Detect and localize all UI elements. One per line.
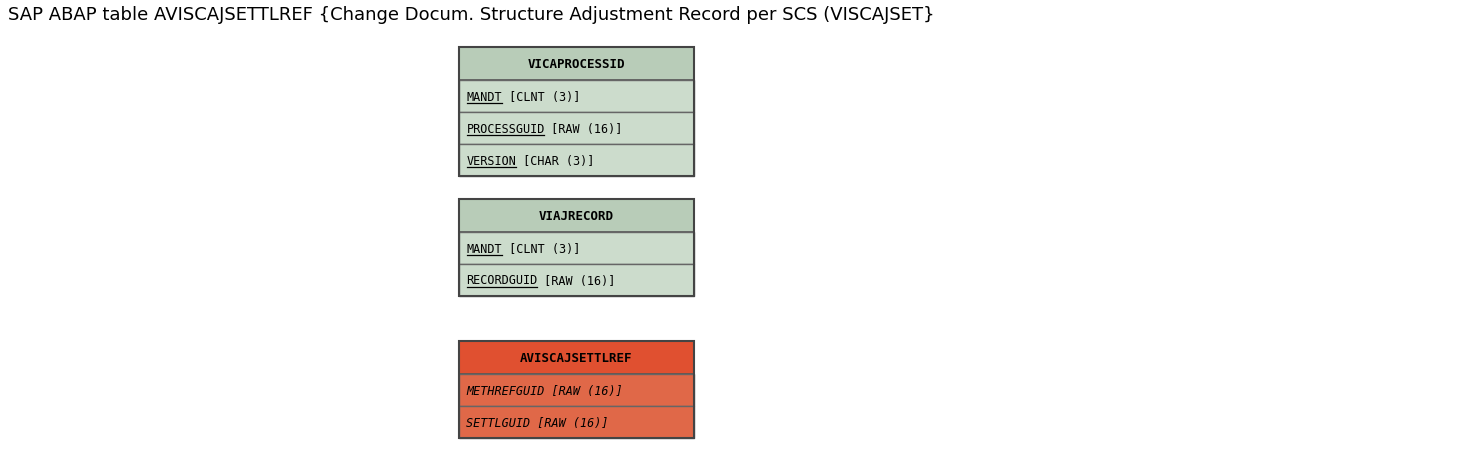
- Bar: [458, 374, 694, 406]
- Text: MANDT: MANDT: [467, 242, 502, 255]
- Bar: [458, 199, 694, 232]
- Bar: [458, 265, 694, 297]
- Bar: [458, 81, 694, 113]
- Text: AVISCAJSETTLREF: AVISCAJSETTLREF: [520, 351, 632, 364]
- Text: [RAW (16)]: [RAW (16)]: [538, 274, 616, 287]
- Bar: [458, 341, 694, 438]
- Text: VERSION: VERSION: [467, 154, 517, 167]
- Text: [CLNT (3)]: [CLNT (3)]: [502, 242, 580, 255]
- Text: METHREFGUID [RAW (16)]: METHREFGUID [RAW (16)]: [467, 384, 623, 397]
- Bar: [458, 341, 694, 374]
- Bar: [458, 48, 694, 177]
- Bar: [458, 145, 694, 177]
- Bar: [458, 232, 694, 265]
- Bar: [458, 406, 694, 438]
- Bar: [458, 199, 694, 297]
- Bar: [458, 113, 694, 145]
- Text: [CLNT (3)]: [CLNT (3)]: [502, 90, 580, 103]
- Text: VICAPROCESSID: VICAPROCESSID: [527, 58, 625, 71]
- Bar: [458, 48, 694, 81]
- Text: VIAJRECORD: VIAJRECORD: [539, 209, 613, 223]
- Text: [CHAR (3)]: [CHAR (3)]: [516, 154, 595, 167]
- Text: SAP ABAP table AVISCAJSETTLREF {Change Docum. Structure Adjustment Record per SC: SAP ABAP table AVISCAJSETTLREF {Change D…: [7, 6, 934, 24]
- Text: PROCESSGUID: PROCESSGUID: [467, 122, 545, 135]
- Text: SETTLGUID [RAW (16)]: SETTLGUID [RAW (16)]: [467, 416, 608, 428]
- Text: MANDT: MANDT: [467, 90, 502, 103]
- Text: RECORDGUID: RECORDGUID: [467, 274, 538, 287]
- Text: [RAW (16)]: [RAW (16)]: [545, 122, 623, 135]
